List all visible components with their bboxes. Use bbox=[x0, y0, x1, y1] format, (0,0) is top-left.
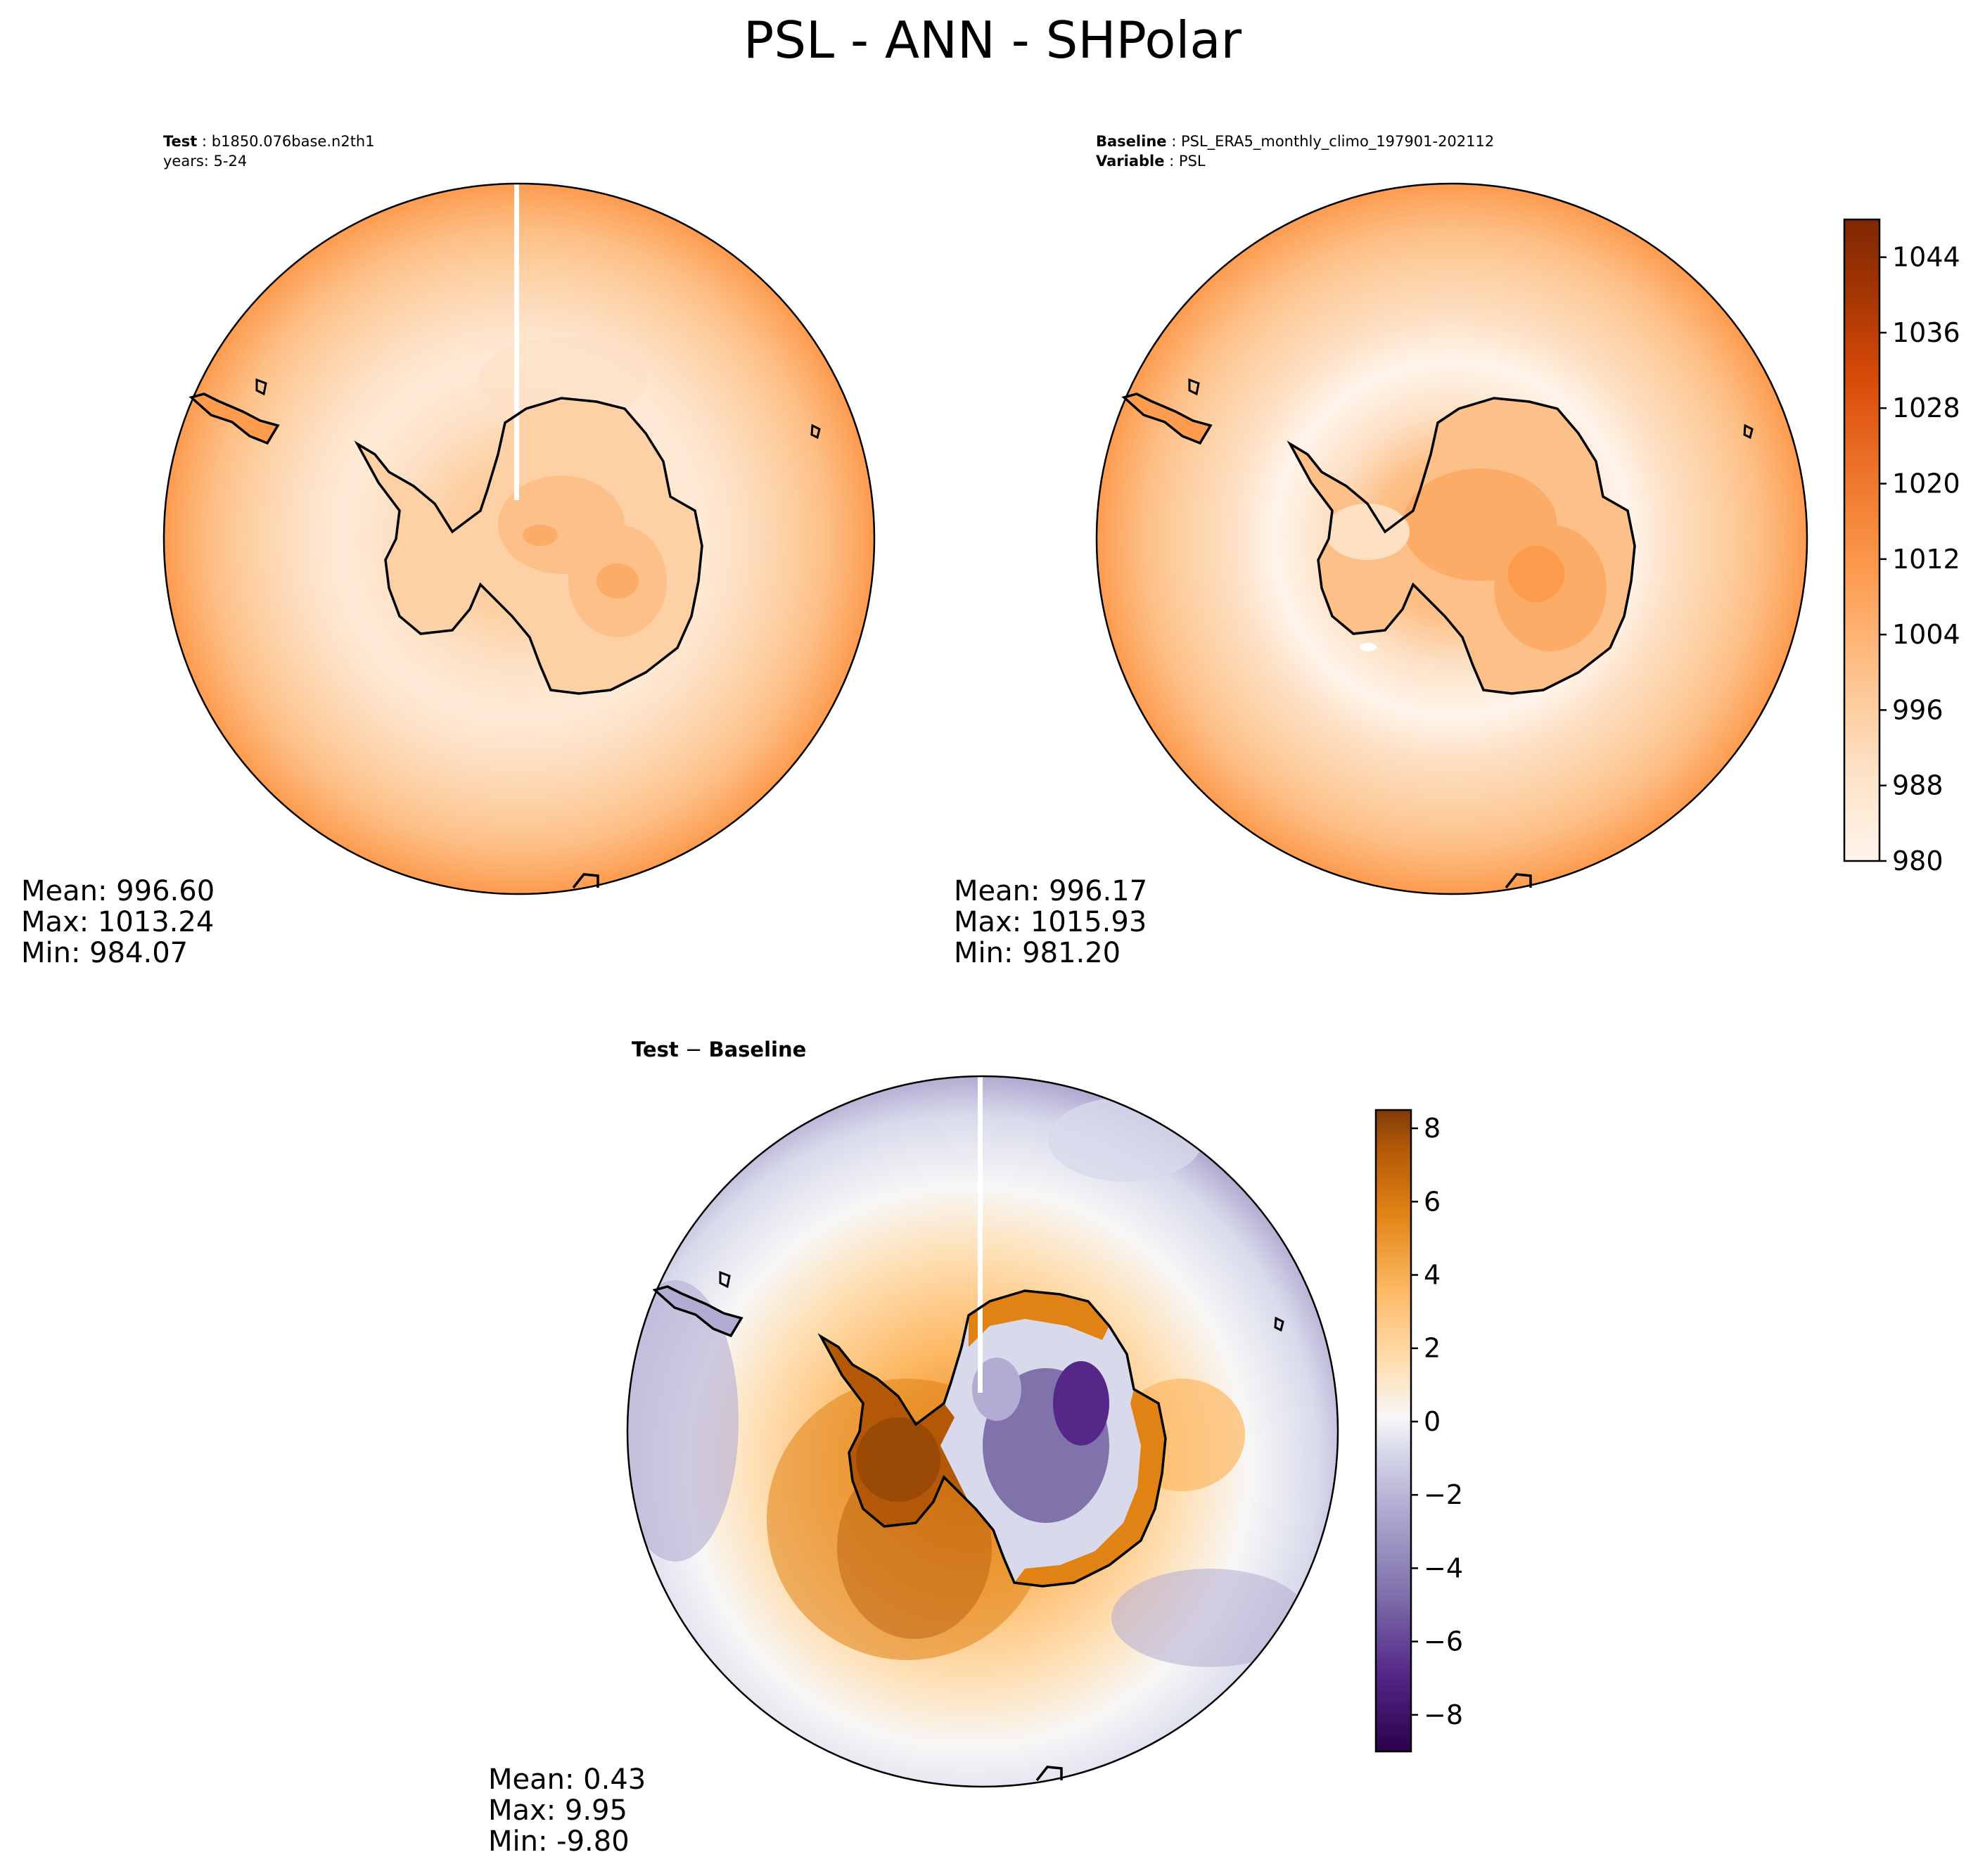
diff-map bbox=[627, 1076, 1338, 1787]
test-mean: Mean: 996.60 bbox=[21, 875, 215, 907]
baseline-map bbox=[1097, 184, 1807, 894]
test-map-border bbox=[162, 182, 876, 895]
colorbar-diff-ticks: −8 −6 −4 −2 0 2 4 6 8 bbox=[1411, 1113, 1463, 1730]
test-label-value: b1850.076base.n2th1 bbox=[212, 133, 375, 150]
colorbar-absolute: 980 988 996 1004 1012 1020 1028 1036 1044 bbox=[1843, 218, 1960, 876]
test-min: Min: 984.07 bbox=[21, 937, 188, 969]
abs-tick-label: 1012 bbox=[1892, 544, 1960, 575]
baseline-min: Min: 981.20 bbox=[954, 937, 1121, 969]
test-label-bold: Test bbox=[163, 133, 197, 150]
diff-min: Min: -9.80 bbox=[488, 1825, 630, 1858]
diff-tick-label: 8 bbox=[1424, 1113, 1441, 1144]
test-years: years: 5-24 bbox=[163, 153, 247, 170]
diff-island-1 bbox=[719, 1270, 731, 1289]
diff-island-2 bbox=[1274, 1316, 1284, 1332]
test-south-america bbox=[189, 393, 280, 445]
diff-tick-label: −2 bbox=[1424, 1479, 1463, 1510]
diff-map-border bbox=[626, 1075, 1339, 1788]
diff-tick-label: −4 bbox=[1424, 1552, 1463, 1583]
diff-tick-label: 4 bbox=[1424, 1260, 1441, 1291]
test-map bbox=[164, 184, 874, 894]
baseline-max: Max: 1015.93 bbox=[954, 906, 1147, 938]
abs-tick-label: 980 bbox=[1892, 846, 1943, 876]
baseline-island-2 bbox=[1743, 423, 1754, 440]
colorbar-diff: −8 −6 −4 −2 0 2 4 6 8 bbox=[1374, 1109, 1463, 1753]
abs-tick-label: 1028 bbox=[1892, 393, 1960, 423]
test-island-3 bbox=[572, 873, 599, 889]
diff-tick-label: −8 bbox=[1424, 1699, 1463, 1730]
colorbar-diff-bar bbox=[1374, 1109, 1412, 1753]
baseline-variable-bold: Variable bbox=[1096, 153, 1164, 170]
test-island-1 bbox=[255, 378, 267, 396]
baseline-island-3 bbox=[1505, 873, 1532, 889]
baseline-island-1 bbox=[1188, 378, 1200, 396]
baseline-mean: Mean: 996.17 bbox=[954, 875, 1147, 907]
diff-max: Max: 9.95 bbox=[488, 1794, 627, 1827]
figure-title: PSL - ANN - SHPolar bbox=[743, 11, 1242, 70]
diff-island-3 bbox=[1035, 1766, 1063, 1782]
diff-tick-label: 2 bbox=[1424, 1333, 1441, 1364]
diff-mean: Mean: 0.43 bbox=[488, 1763, 646, 1796]
abs-tick-label: 1004 bbox=[1892, 619, 1960, 650]
test-max: Max: 1013.24 bbox=[21, 906, 214, 938]
abs-tick-label: 996 bbox=[1892, 694, 1943, 725]
abs-tick-label: 1044 bbox=[1892, 242, 1960, 273]
diff-label: Test − Baseline bbox=[632, 1038, 806, 1061]
baseline-south-america bbox=[1121, 393, 1213, 445]
baseline-map-border bbox=[1095, 182, 1808, 895]
colorbar-absolute-bar bbox=[1843, 218, 1881, 862]
baseline-variable: Variable : PSL bbox=[1096, 153, 1206, 170]
abs-tick-label: 988 bbox=[1892, 770, 1943, 801]
test-island-2 bbox=[810, 423, 821, 440]
baseline-label: Baseline : PSL_ERA5_monthly_climo_197901… bbox=[1096, 133, 1494, 151]
panel-baseline: Baseline : PSL_ERA5_monthly_climo_197901… bbox=[954, 133, 1960, 969]
diff-south-america bbox=[652, 1285, 743, 1338]
test-label: Test : b1850.076base.n2th1 bbox=[163, 133, 375, 150]
panel-diff: Test − Baseline bbox=[488, 1038, 1463, 1858]
baseline-variable-value: PSL bbox=[1179, 153, 1206, 170]
colorbar-absolute-ticks: 980 988 996 1004 1012 1020 1028 1036 1044 bbox=[1879, 242, 1960, 876]
baseline-label-bold: Baseline bbox=[1096, 133, 1167, 150]
abs-tick-label: 1036 bbox=[1892, 317, 1960, 348]
baseline-label-value: PSL_ERA5_monthly_climo_197901-202112 bbox=[1181, 133, 1494, 151]
abs-tick-label: 1020 bbox=[1892, 468, 1960, 499]
diff-label-bold2: Baseline bbox=[708, 1038, 806, 1061]
diff-label-bold: Test bbox=[632, 1038, 679, 1061]
diff-tick-label: −6 bbox=[1424, 1626, 1463, 1657]
diff-tick-label: 6 bbox=[1424, 1186, 1441, 1217]
diff-label-op: − bbox=[679, 1038, 709, 1061]
diff-tick-label: 0 bbox=[1424, 1406, 1441, 1437]
panel-test: Test : b1850.076base.n2th1 years: 5-24 M… bbox=[21, 133, 876, 969]
